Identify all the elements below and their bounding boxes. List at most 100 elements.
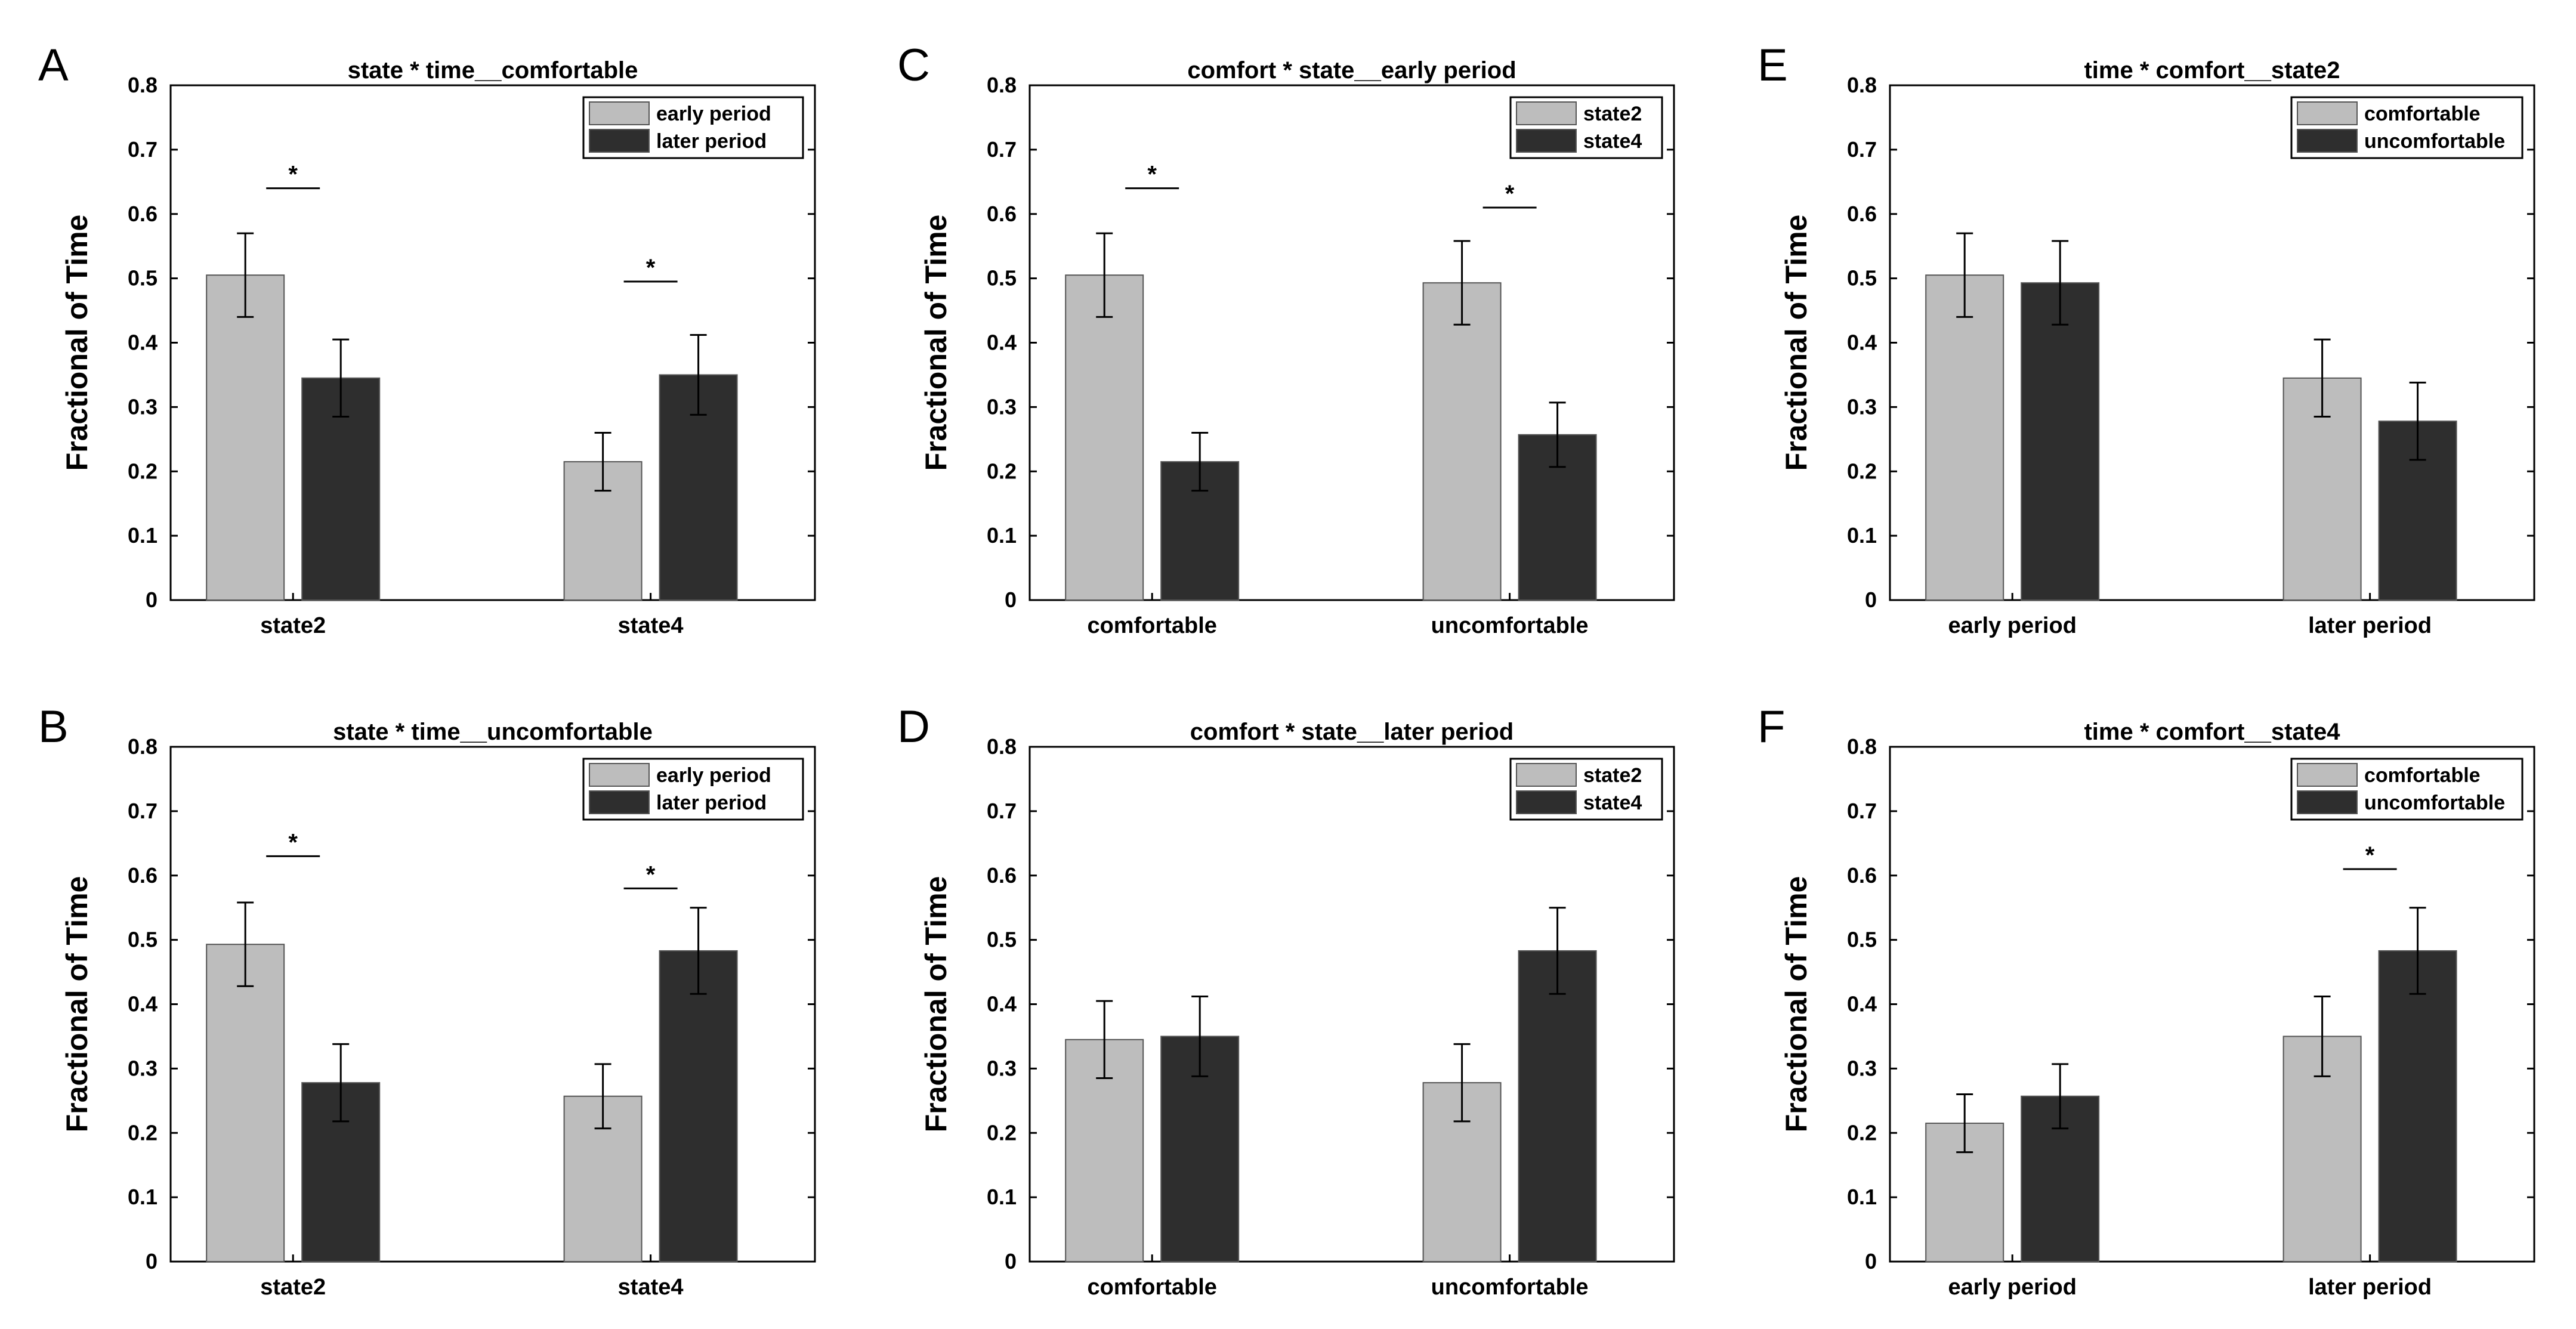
legend-label: uncomfortable [2364,130,2505,153]
y-tick-label: 0.4 [987,330,1017,355]
y-tick-label: 0.3 [1847,394,1877,419]
y-tick-label: 0.7 [128,799,157,823]
y-tick-label: 0 [1005,1249,1017,1274]
bar-state2-uncomfortable [1422,282,1502,601]
legend-swatch [589,763,650,787]
y-tick-label: 0.5 [987,266,1017,290]
y-tick-label: 0.7 [987,137,1017,162]
y-tick-label: 0.5 [987,928,1017,952]
error-bar [1549,907,1566,995]
y-tick-label: 0.2 [128,459,157,483]
y-tick-label: 0.5 [128,266,157,290]
bar-early-period-state2 [206,274,285,601]
error-bar [690,907,707,995]
legend-label: early period [656,103,771,125]
y-tick-label: 0.1 [128,523,157,548]
y-axis-label: Fractional of Time [60,215,94,471]
chart-title: state * time__uncomfortable [333,719,653,745]
error-bar [2314,996,2331,1077]
bar-early-period-state2 [206,944,285,1262]
error-bar [594,432,611,492]
legend-swatch [589,129,650,153]
legend-swatch [589,790,650,814]
x-tick-label: comfortable [1087,1275,1216,1300]
y-tick-label: 0.8 [987,73,1017,97]
y-tick-label: 0.1 [987,1185,1017,1209]
significance-star: * [2365,842,2375,869]
y-tick-label: 0.3 [1847,1056,1877,1080]
error-bar [237,901,254,987]
y-axis-label: Fractional of Time [1780,215,1813,471]
legend-label: uncomfortable [2364,792,2505,814]
legend-label: comfortable [2364,103,2481,125]
legend-label: early period [656,764,771,787]
y-tick-label: 0.4 [987,992,1017,1016]
x-tick-label: early period [1948,1275,2076,1300]
x-tick-label: state4 [618,613,684,638]
legend-swatch [1516,129,1577,153]
bar-uncomfortable-later-period [2378,950,2457,1262]
legend: state2 state4 [1509,96,1663,159]
y-tick-label: 0.4 [1847,330,1877,355]
y-tick-label: 0.5 [1847,266,1877,290]
chart-title: state * time__comfortable [348,57,638,84]
y-tick-label: 0 [146,588,157,612]
error-bar [332,1043,350,1123]
bar-later-period-state4 [659,950,738,1262]
y-axis-label: Fractional of Time [919,215,953,471]
bar-state4-uncomfortable [1518,950,1597,1262]
legend-label: state2 [1583,764,1642,787]
x-tick-label: uncomfortable [1431,1275,1589,1300]
error-bar [1453,1043,1471,1123]
y-tick-label: 0.3 [128,1056,157,1080]
bar-comfortable-early-period [1925,274,2004,601]
y-tick-label: 0.1 [1847,1185,1877,1209]
y-tick-label: 0.7 [987,799,1017,823]
y-tick-label: 0.6 [987,202,1017,226]
y-tick-label: 0.1 [987,523,1017,548]
x-tick-label: state4 [618,1275,684,1300]
significance-star: * [646,861,656,888]
error-bar [2409,381,2426,461]
legend-label: state2 [1583,103,1642,125]
error-bar [1549,401,1566,468]
y-tick-label: 0.3 [987,1056,1017,1080]
y-tick-label: 0.8 [1847,734,1877,759]
y-tick-label: 0.4 [128,330,157,355]
legend: comfortable uncomfortable [2290,96,2524,159]
y-tick-label: 0.7 [1847,799,1877,823]
panel-letter: A [38,40,69,91]
y-tick-label: 0.2 [987,459,1017,483]
panel-letter: E [1758,40,1788,91]
x-tick-label: state2 [260,613,326,638]
y-tick-label: 0.7 [1847,137,1877,162]
legend-swatch [2297,129,2358,153]
panel-letter: F [1758,701,1785,752]
x-tick-label: later period [2308,613,2432,638]
y-tick-label: 0.3 [128,394,157,419]
error-bar [1453,240,1471,326]
legend-swatch [1516,101,1577,125]
error-bar [1096,232,1113,318]
y-tick-label: 0.1 [128,1185,157,1209]
significance-star: * [288,162,298,188]
y-axis-label: Fractional of Time [919,876,953,1133]
legend-swatch [2297,763,2358,787]
legend-label: state4 [1583,792,1642,814]
error-bar [1191,432,1209,492]
x-tick-label: early period [1948,613,2076,638]
error-bar [1956,232,1973,318]
bar-early-period-state4 [563,1095,643,1262]
chart-title: comfort * state__later period [1190,719,1514,745]
chart-title: comfort * state__early period [1187,57,1516,84]
y-tick-label: 0.6 [128,863,157,888]
legend: early period later period [582,96,804,159]
y-tick-label: 0.1 [1847,523,1877,548]
error-bar [690,334,707,416]
error-bar [2314,338,2331,418]
